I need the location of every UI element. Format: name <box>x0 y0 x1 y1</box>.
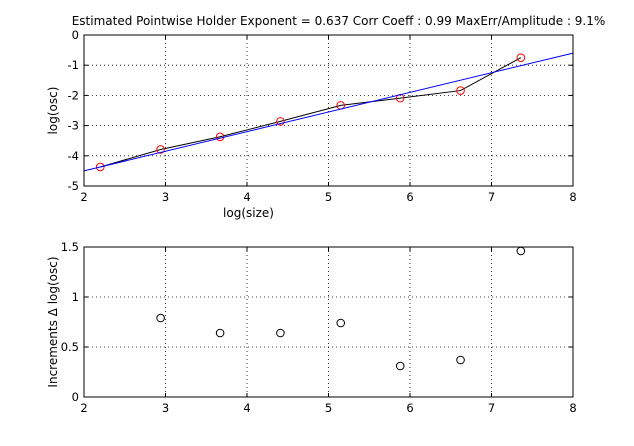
plot-area <box>84 35 573 186</box>
data-point <box>156 145 165 154</box>
y-tick-label: 0 <box>72 28 79 42</box>
plot-area <box>84 247 573 397</box>
data-point <box>215 328 225 338</box>
x-tick-label: 7 <box>488 401 495 415</box>
x-tick-label: 5 <box>325 190 332 204</box>
y-tick-label: 0 <box>72 390 79 404</box>
data-point <box>395 361 405 371</box>
data-point <box>516 53 526 62</box>
x-tick-label: 8 <box>569 401 576 415</box>
x-tick-label: 2 <box>80 401 87 415</box>
data-point <box>336 318 346 328</box>
y-axis-label: Increments Δ log(osc) <box>46 256 60 387</box>
axes-frame <box>83 34 574 187</box>
data-line <box>100 57 522 168</box>
data-point <box>276 117 285 126</box>
x-axis-label: log(size) <box>223 206 274 220</box>
y-tick-label: 1.5 <box>61 240 79 254</box>
y-tick-label: -5 <box>68 179 79 193</box>
data-point <box>456 86 465 95</box>
x-tick-label: 5 <box>325 401 332 415</box>
chart-title: Estimated Pointwise Holder Exponent = 0.… <box>72 14 606 28</box>
data-point <box>96 162 105 172</box>
data-point <box>276 328 285 338</box>
y-axis-label: log(osc) <box>46 87 60 135</box>
x-tick-label: 6 <box>406 190 413 204</box>
x-tick-label: 3 <box>162 190 169 204</box>
data-point <box>156 313 165 323</box>
x-tick-label: 8 <box>569 190 576 204</box>
y-tick-label: -4 <box>68 149 79 163</box>
x-tick-label: 6 <box>406 401 413 415</box>
y-tick-label: 0.5 <box>61 340 79 354</box>
x-tick-label: 4 <box>243 190 250 204</box>
axes-frame <box>83 246 574 398</box>
y-tick-label: -2 <box>68 88 79 102</box>
data-point <box>456 355 465 365</box>
regression-line <box>83 52 574 172</box>
y-tick-label: -3 <box>68 119 79 133</box>
y-tick-label: -1 <box>68 58 79 72</box>
x-tick-label: 7 <box>488 190 495 204</box>
x-tick-label: 2 <box>80 190 87 204</box>
x-tick-label: 4 <box>243 401 250 415</box>
x-tick-label: 3 <box>162 401 169 415</box>
y-tick-label: 1 <box>72 290 79 304</box>
